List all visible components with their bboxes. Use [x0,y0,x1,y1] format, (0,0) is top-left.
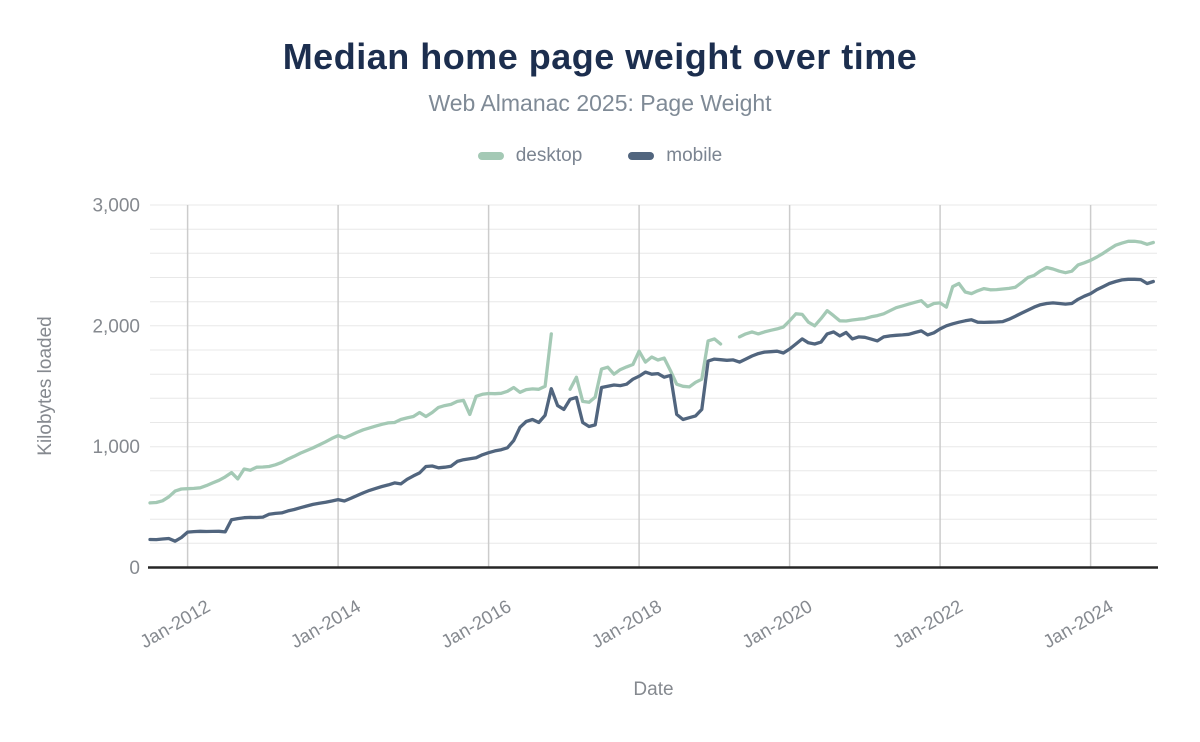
svg-text:Jan-2012: Jan-2012 [136,595,213,652]
legend-item-mobile: mobile [628,145,722,167]
svg-text:0: 0 [129,558,140,579]
legend-label-mobile: mobile [666,145,723,166]
svg-text:1,000: 1,000 [92,437,140,458]
mobile-series-swatch [628,152,655,160]
svg-text:2,000: 2,000 [92,316,140,337]
svg-text:Jan-2014: Jan-2014 [287,595,364,652]
svg-text:Jan-2016: Jan-2016 [437,595,514,652]
svg-text:Jan-2024: Jan-2024 [1039,595,1116,652]
chart-legend: desktop mobile [0,145,1200,167]
y-tick-labels: 0 1,000 2,000 3,000 [92,196,140,580]
x-tick-labels: Jan-2012 Jan-2014 Jan-2016 Jan-2018 Jan-2020… [136,595,1116,652]
chart-subtitle: Web Almanac 2025: Page Weight [428,90,772,116]
y-axis-title: Kilobytes loaded [35,316,56,456]
svg-text:Jan-2022: Jan-2022 [889,595,966,652]
legend-item-desktop: desktop [477,145,583,167]
x-axis-title: Date [633,679,674,700]
vertical-gridlines [186,205,1092,568]
legend-label-desktop: desktop [515,145,583,166]
chart-title: Median home page weight over time [282,36,918,77]
svg-text:Jan-2020: Jan-2020 [738,595,815,652]
desktop-series-swatch [477,152,504,160]
svg-text:3,000: 3,000 [92,196,140,217]
svg-text:Jan-2018: Jan-2018 [588,595,665,652]
series-lines [148,239,1155,543]
